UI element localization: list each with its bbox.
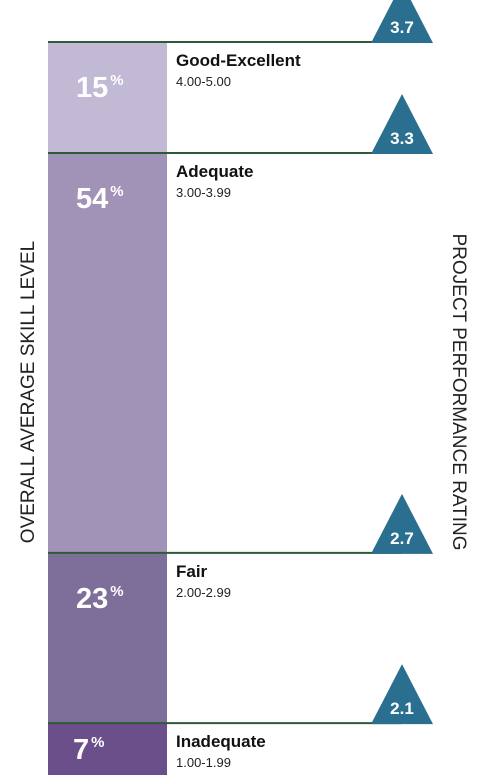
rating-marker-inadequate: [371, 664, 433, 725]
percent-symbol: %: [91, 734, 104, 751]
rating-marker-good-excellent: [371, 0, 433, 43]
rating-value-adequate: 3.3: [390, 129, 414, 148]
range-label-good-excellent: 4.00-5.00: [176, 74, 231, 89]
range-label-adequate: 3.00-3.99: [176, 185, 231, 200]
rating-marker-fair: [371, 493, 433, 554]
y-axis-title-right: PROJECT PERFORMANCE RATING: [448, 233, 469, 550]
rating-marker-adequate: [371, 94, 433, 155]
percent-symbol: %: [110, 583, 123, 600]
y-axis-title-left: OVERALL AVERAGE SKILL LEVEL: [18, 241, 39, 543]
percent-symbol: %: [110, 72, 123, 89]
range-label-inadequate: 1.00-1.99: [176, 755, 231, 770]
category-label-adequate: Adequate: [176, 162, 253, 181]
rating-value-inadequate: 2.1: [390, 699, 414, 718]
bar-segment-good-excellent: [48, 42, 167, 154]
bar-segment-inadequate: [48, 723, 167, 775]
category-label-inadequate: Inadequate: [176, 732, 266, 751]
bar-segment-fair: [48, 552, 167, 724]
rating-value-good-excellent: 3.7: [390, 18, 414, 37]
percent-symbol: %: [110, 183, 123, 200]
category-label-good-excellent: Good-Excellent: [176, 51, 301, 70]
range-label-fair: 2.00-2.99: [176, 585, 231, 600]
rating-value-fair: 2.7: [390, 529, 414, 548]
bar-segment-adequate: [48, 153, 167, 553]
category-label-fair: Fair: [176, 562, 208, 581]
